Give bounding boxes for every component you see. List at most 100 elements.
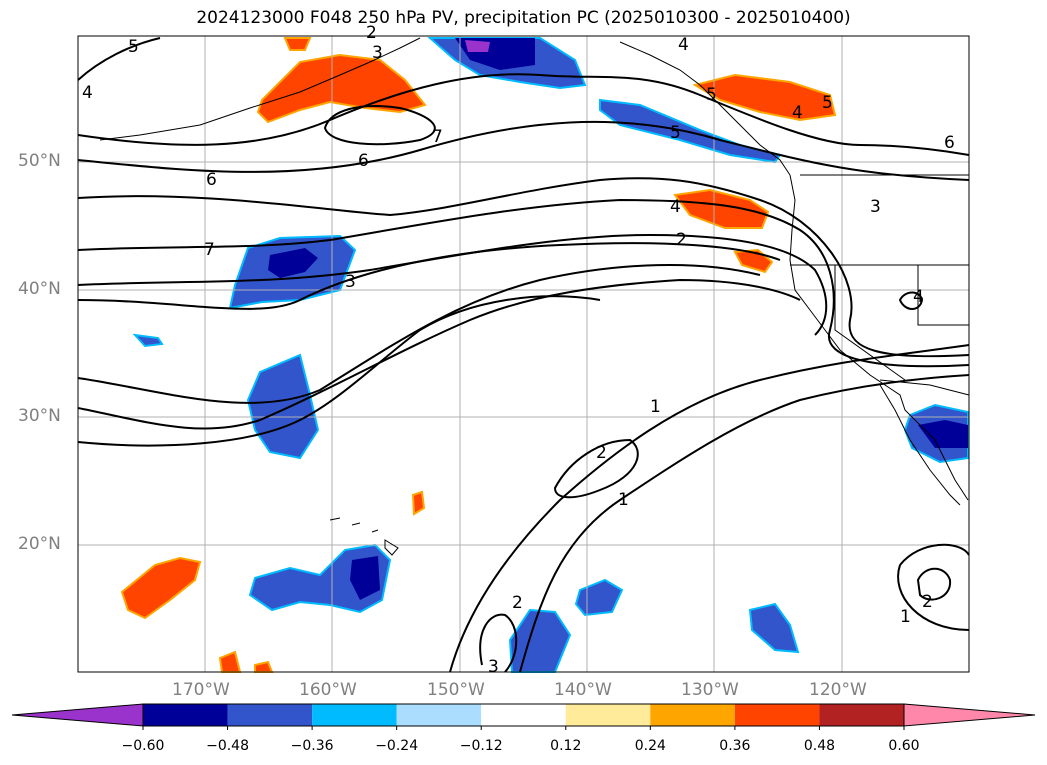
pv-contour (77, 177, 970, 358)
pv-contour (519, 374, 970, 673)
contour-label: 4 (670, 197, 681, 217)
colorbar-segment (650, 704, 735, 726)
contour-label: 1 (900, 607, 911, 627)
contour-labels: 5 4 3 4 4 5 6 7 6 5 6 5 4 3 7 2 3 4 1 2 … (82, 23, 955, 677)
precip-blob (411, 490, 426, 516)
pv-contour (553, 438, 639, 499)
colorbar-segment (396, 704, 482, 726)
contour-label: 6 (944, 133, 955, 153)
pv-contour (449, 344, 970, 673)
pv-contour (77, 233, 828, 336)
gridlines (78, 36, 969, 672)
contour-label: 4 (792, 103, 803, 123)
hawaii-islands (329, 517, 399, 556)
pv-contour (77, 278, 801, 430)
lat-label: 30°N (18, 406, 61, 426)
contour-label: 7 (432, 127, 443, 147)
colorbar-segment (565, 704, 651, 726)
contour-label: 5 (706, 85, 717, 105)
precip-blob (748, 602, 800, 654)
contour-label: 3 (372, 43, 383, 63)
precip-blob (465, 40, 490, 52)
contour-label: 2 (596, 443, 607, 463)
alaska-coast (99, 37, 421, 141)
baja-coast (879, 384, 961, 506)
colorbar-segment (312, 704, 397, 726)
pv-contour (77, 242, 781, 310)
colorbar-tick-label: −0.36 (290, 738, 334, 754)
contour-label: 5 (670, 123, 681, 143)
contour-label: 3 (870, 197, 881, 217)
alaska-panhandle-coast (619, 41, 791, 176)
colorbar-segment (903, 703, 1036, 727)
contour-label: 4 (678, 35, 689, 55)
lat-label: 20°N (18, 534, 61, 554)
lon-label: 150°W (427, 680, 485, 700)
lon-label: 170°W (172, 680, 230, 700)
colorbar-segment (819, 704, 904, 726)
west-coast (789, 174, 969, 501)
lat-label: 40°N (18, 279, 61, 299)
colorbar-tick-label: −0.12 (459, 738, 503, 754)
pv-contour (897, 543, 970, 631)
colorbar-frame (142, 703, 905, 727)
colorbar-tick-label: 0.36 (719, 738, 751, 754)
pv-contour (77, 73, 970, 156)
pv-contour (916, 567, 952, 601)
pv-contour (77, 120, 970, 181)
lon-label: 120°W (809, 680, 867, 700)
colorbar-tick-label: 0.48 (803, 738, 836, 754)
contour-label: 7 (204, 240, 215, 260)
contour-label: 6 (206, 170, 217, 190)
contour-label: 5 (822, 93, 833, 113)
colorbar-tick-label: 0.12 (550, 738, 582, 754)
colorbar-tick-label: −0.48 (206, 738, 249, 754)
colorbar-tick-label: 0.60 (888, 738, 920, 754)
contour-label: 5 (128, 37, 139, 57)
precip-blob (268, 248, 318, 278)
lon-label: 140°W (554, 680, 612, 700)
contour-label: 1 (618, 490, 629, 510)
plot-frame (77, 35, 970, 673)
precip-blob (673, 188, 770, 229)
colorbar-segment (11, 703, 144, 727)
contour-label: 2 (366, 23, 377, 43)
pv-contour (323, 105, 436, 146)
contour-label: 2 (512, 593, 523, 613)
colorbar-segment (143, 704, 228, 726)
colorbar-segment (481, 704, 566, 726)
precip-blob (132, 333, 164, 348)
contour-label: 4 (82, 83, 93, 103)
precip-blob (350, 556, 380, 600)
pv-contour (898, 291, 924, 310)
pv-contour (77, 198, 970, 368)
contour-label: 2 (676, 230, 687, 250)
precip-blob (918, 420, 968, 448)
lon-label: 160°W (299, 680, 357, 700)
contour-label: 3 (345, 272, 356, 292)
precip-blob (283, 37, 312, 51)
plot-area (78, 36, 969, 672)
lon-label: 130°W (681, 680, 739, 700)
state-border-east (917, 265, 969, 326)
colorbar-tick-label: −0.24 (375, 738, 419, 754)
colorbar-segment (227, 704, 313, 726)
colorbar-tick-label: −0.60 (121, 738, 165, 754)
pv-contour (77, 37, 161, 81)
contour-label: 3 (488, 657, 499, 677)
precip-blob (120, 556, 202, 620)
precip-blob (254, 660, 274, 673)
contour-label: 1 (650, 397, 661, 417)
colorbar (11, 703, 1036, 730)
map-title: 2024123000 F048 250 hPa PV, precipitatio… (196, 8, 851, 28)
colorbar-segment (734, 704, 820, 726)
contour-label: 4 (913, 287, 924, 307)
pv-contour (77, 295, 601, 447)
pv-contour (479, 613, 518, 673)
contour-label: 6 (358, 151, 369, 171)
lat-label: 50°N (18, 151, 61, 171)
contour-label: 2 (922, 592, 933, 612)
pv-contours (77, 37, 970, 673)
colorbar-tick-label: 0.24 (634, 738, 666, 754)
